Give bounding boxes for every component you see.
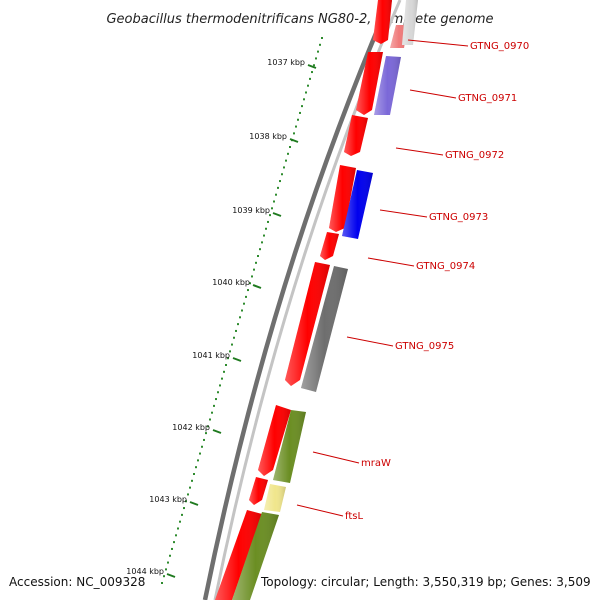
gene-label-ftsl: ftsL — [345, 511, 363, 522]
label-leader-line — [379, 209, 428, 218]
label-leader-line — [409, 89, 457, 99]
ruler-tick-mark — [272, 212, 282, 217]
label-leader-line — [367, 257, 415, 267]
accession-text: Accession: NC_009328 — [9, 575, 146, 589]
cds-arrow-red — [356, 52, 383, 115]
label-leader-line — [346, 336, 394, 347]
kbp-ruler: 1037 kbp 1038 kbp 1039 kbp 1040 kbp 1041 kbp… — [126, 37, 323, 584]
gene-label-gtng-0975: GTNG_0975 — [395, 341, 454, 352]
ruler-tick-label: 1040 kbp — [212, 278, 250, 287]
label-leader-line — [296, 504, 344, 517]
gene-block-gtng-0971 — [374, 56, 401, 115]
gene-block-gray — [402, 0, 418, 45]
gene-label-mraw: mraW — [361, 458, 391, 469]
ruler-tick-label: 1038 kbp — [249, 132, 287, 141]
ruler-tick-mark — [289, 138, 299, 143]
gene-label-gtng-0972: GTNG_0972 — [445, 150, 504, 161]
ruler-tick-mark — [212, 429, 222, 434]
ruler-tick-mark — [166, 573, 176, 578]
cds-arrow-red — [285, 262, 330, 386]
cds-arrow-red — [344, 115, 368, 156]
gene-label-gtng-0971: GTNG_0971 — [458, 93, 517, 104]
gene-block-gtng-0973 — [342, 170, 373, 239]
ruler-tick-label: 1042 kbp — [172, 423, 210, 432]
gene-labels: GTNG_0970 GTNG_0971 GTNG_0972 GTNG_0973 GTNG… — [296, 39, 529, 522]
cds-arrow-red — [329, 165, 356, 232]
genome-stats-text: Topology: circular; Length: 3,550,319 bp… — [261, 575, 591, 589]
label-leader-line — [407, 39, 469, 47]
ruler-tick-label: 1044 kbp — [126, 567, 164, 576]
cds-arrow-red — [258, 405, 291, 476]
gene-features — [215, 0, 418, 600]
gene-block-ftsl — [264, 484, 286, 512]
ruler-tick-label: 1041 kbp — [192, 351, 230, 360]
map-title: Geobacillus thermodenitrificans NG80-2, … — [106, 12, 493, 27]
gene-block-mraw — [273, 410, 306, 483]
ruler-tick-mark — [252, 284, 262, 289]
cds-arrow-red — [373, 0, 392, 44]
ruler-tick-label: 1039 kbp — [232, 206, 270, 215]
ruler-tick-label: 1037 kbp — [267, 58, 305, 67]
label-leader-line — [312, 451, 360, 464]
cds-arrow-red — [249, 477, 268, 505]
gene-label-gtng-0974: GTNG_0974 — [416, 261, 475, 272]
gene-block-gtng-0975 — [301, 266, 348, 392]
cds-arrow-red — [320, 232, 339, 260]
ruler-tick-mark — [232, 357, 242, 362]
ruler-tick-mark — [189, 501, 199, 506]
gene-label-gtng-0973: GTNG_0973 — [429, 212, 488, 223]
label-leader-line — [395, 147, 444, 156]
gene-block-mraw-extension — [232, 512, 279, 600]
ruler-tick-label: 1043 kbp — [149, 495, 187, 504]
cds-arrow-red — [215, 510, 262, 600]
ruler-tick-mark — [307, 64, 317, 69]
gene-label-gtng-0970: GTNG_0970 — [470, 41, 529, 52]
